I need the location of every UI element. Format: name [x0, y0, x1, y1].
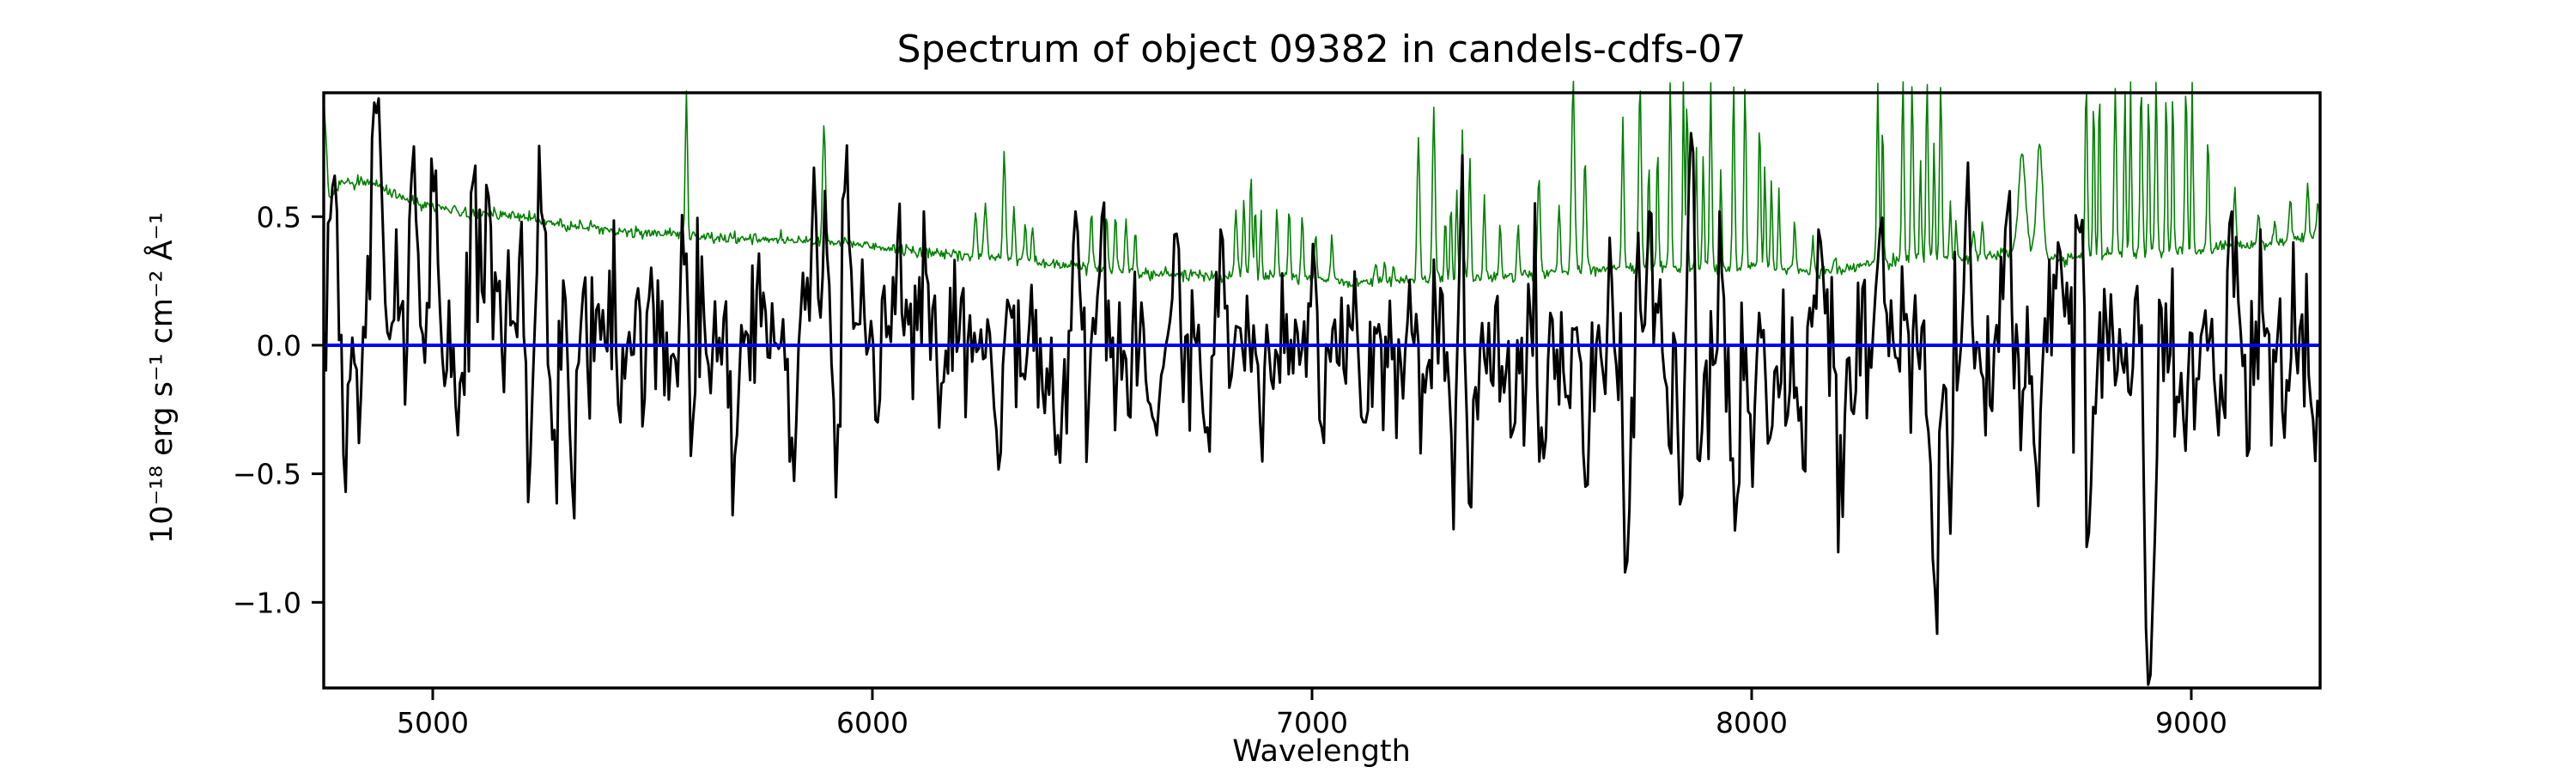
x-tick-label: 6000 [836, 706, 908, 740]
y-tick-label: −0.5 [233, 458, 301, 491]
x-tick-label: 7000 [1276, 706, 1348, 740]
plot-frame [322, 91, 2322, 690]
y-tick-label: 0.0 [257, 329, 301, 362]
x-tick-label: 8000 [1716, 706, 1788, 740]
y-axis-label: 10⁻¹⁸ erg s⁻¹ cm⁻² Å⁻¹ [143, 212, 179, 544]
y-tick-label: −1.0 [233, 586, 301, 619]
x-axis-ticks: 5000 6000 7000 8000 9000 [397, 688, 2227, 740]
chart-title: Spectrum of object 09382 in candels-cdfs… [897, 27, 1747, 71]
x-axis-label: Wavelength [1232, 734, 1411, 769]
sky-error-line [323, 81, 2321, 289]
flux-spectrum-line [322, 97, 2321, 686]
x-tick-label: 5000 [397, 706, 469, 740]
y-tick-label: 0.5 [257, 200, 301, 234]
plot-area [324, 93, 2320, 688]
x-tick-label: 9000 [2155, 706, 2227, 740]
y-axis-ticks: 0.5 0.0 −0.5 −1.0 [233, 200, 324, 619]
